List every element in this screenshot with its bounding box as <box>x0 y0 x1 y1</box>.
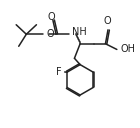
Polygon shape <box>75 33 81 44</box>
Text: F: F <box>56 67 61 77</box>
Text: O: O <box>104 16 111 26</box>
Text: O: O <box>46 29 54 39</box>
Text: O: O <box>48 12 55 22</box>
Text: NH: NH <box>72 27 87 37</box>
Text: OH: OH <box>120 44 135 54</box>
